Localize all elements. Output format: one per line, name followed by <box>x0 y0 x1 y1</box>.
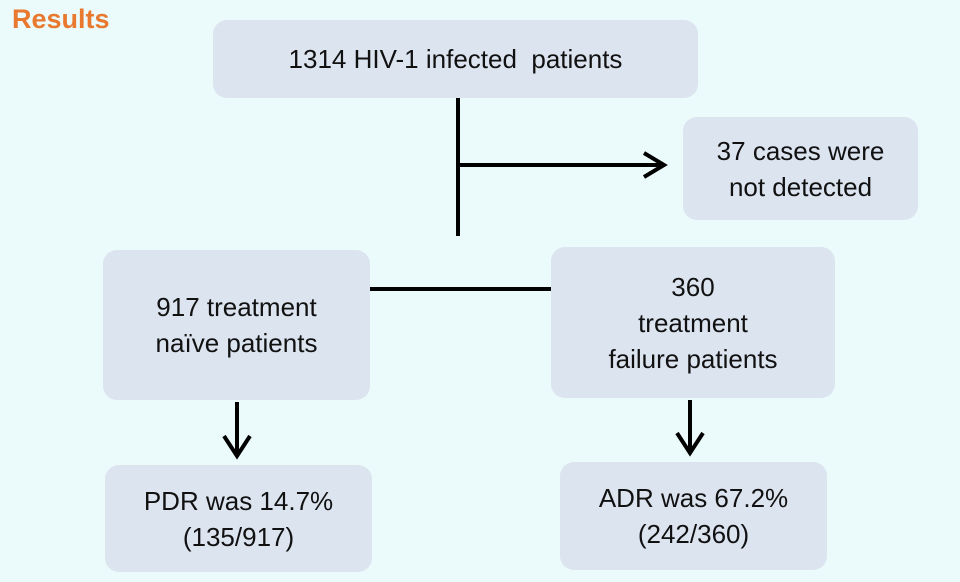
node: 1314 HIV-1 infected patients <box>213 20 698 98</box>
node-text: naïve patients <box>155 328 318 358</box>
node-text: 360 <box>671 271 715 302</box>
node: PDR was 14.7% (135/917) <box>105 465 372 572</box>
node-text: 37 cases were <box>716 135 885 166</box>
node-text: ADR was 67.2% <box>598 483 789 513</box>
node: 360 treatment failure patients <box>551 247 835 398</box>
arrow-head <box>642 151 668 179</box>
node-text: (135/917) <box>182 521 295 552</box>
title: Results <box>12 4 110 34</box>
node-text: not detected <box>728 171 873 202</box>
node-text: 917 treatment <box>156 292 317 322</box>
arrow-head <box>675 431 705 457</box>
node: ADR was 67.2% (242/360) <box>560 462 827 570</box>
node-text: (242/360) <box>637 519 750 549</box>
arrow-head <box>222 434 252 460</box>
node: 37 cases were not detected <box>683 117 918 220</box>
node-text: PDR was 14.7% <box>143 485 334 516</box>
node-text: 1314 HIV-1 infected patients <box>288 44 623 74</box>
node-text: treatment <box>638 307 748 338</box>
node: 917 treatment naïve patients <box>103 250 370 400</box>
node-text: failure patients <box>608 343 778 374</box>
